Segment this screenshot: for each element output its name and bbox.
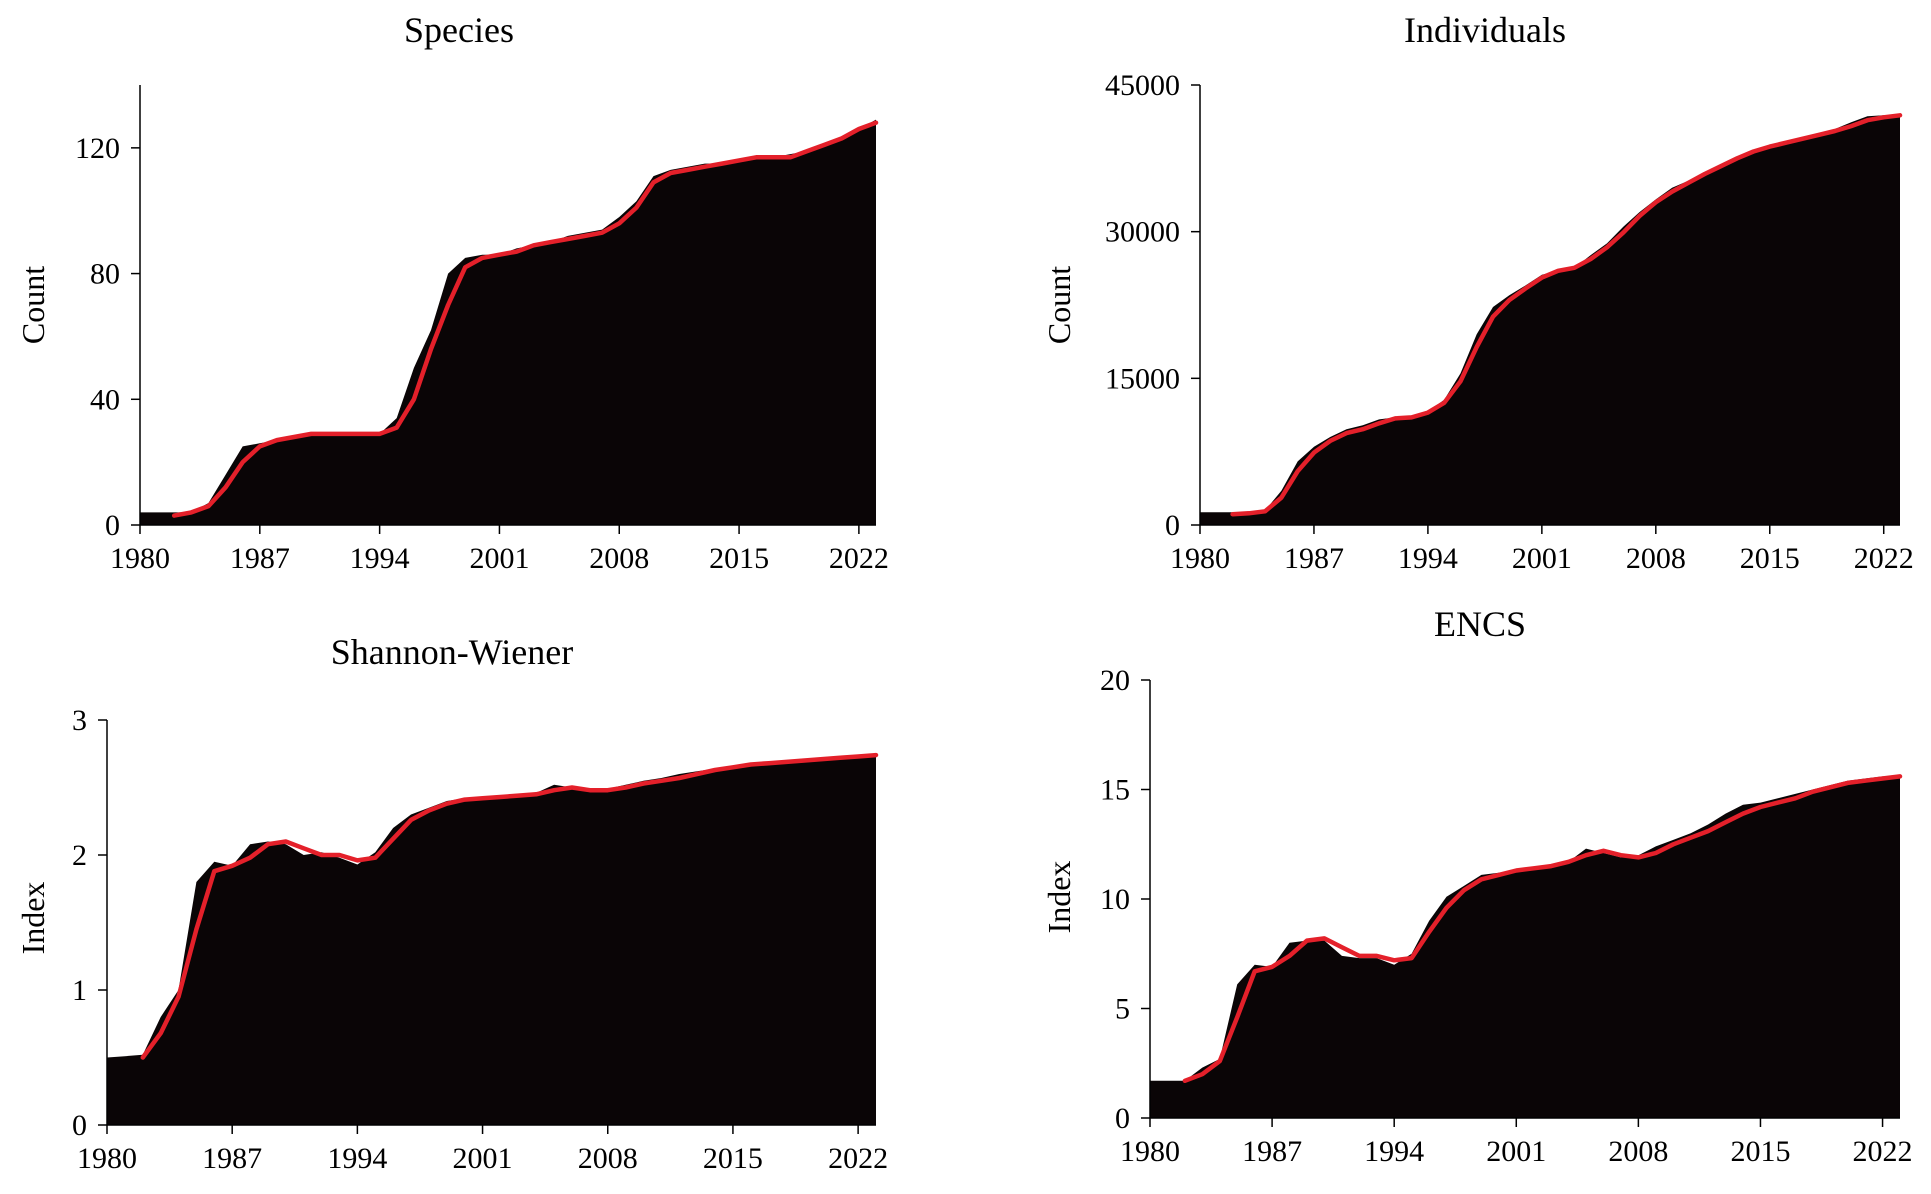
individuals-x-tick-label: 1987 bbox=[1284, 542, 1344, 575]
individuals-y-axis-label: Count bbox=[1041, 266, 1077, 344]
shannon-wiener-trend-line-path bbox=[140, 752, 879, 1060]
shannon-wiener-area-fill bbox=[107, 755, 876, 1125]
encs-chart-title: ENCS bbox=[1434, 604, 1526, 644]
species-x-tick-label: 1980 bbox=[110, 542, 170, 575]
encs-x-tick-label: 2022 bbox=[1853, 1135, 1913, 1168]
shannon-wiener-x-tick-label: 1980 bbox=[77, 1142, 137, 1175]
species-x-tick-label: 1994 bbox=[350, 542, 410, 575]
shannon-wiener-y-tick-label: 3 bbox=[72, 704, 87, 737]
species-x-tick-label: 2001 bbox=[469, 542, 529, 575]
species-y-tick-label: 0 bbox=[105, 509, 120, 542]
shannon-wiener-y-axis-label: Index bbox=[15, 882, 51, 955]
individuals-area bbox=[1200, 114, 1900, 526]
species-y-tick-label: 80 bbox=[90, 258, 120, 291]
species-x-tick-label: 2022 bbox=[829, 542, 889, 575]
individuals-trend-line bbox=[1230, 113, 1903, 517]
individuals-y-tick-label: 30000 bbox=[1105, 216, 1180, 249]
encs-area bbox=[1150, 776, 1900, 1118]
species-chart: Species Count 1980 1987 1994 2001 2008 2015 20… bbox=[15, 10, 889, 575]
shannon-wiener-chart: Shannon-Wiener Index 1980 1987 1994 2001 200… bbox=[15, 632, 888, 1175]
encs-chart: ENCS Index 1980 1987 1994 2001 2008 2015 20220… bbox=[1041, 604, 1913, 1168]
individuals-area-fill bbox=[1200, 114, 1900, 526]
species-axes: 1980 1987 1994 2001 2008 2015 2022 0 40 80 120 bbox=[75, 85, 889, 575]
encs-trend-line-path bbox=[1182, 774, 1903, 1084]
individuals-chart: Individuals Count 1980 1987 1994 2001 2008 20… bbox=[1041, 10, 1914, 575]
shannon-wiener-x-tick-label: 2008 bbox=[578, 1142, 638, 1175]
shannon-wiener-x-tick-label: 1987 bbox=[202, 1142, 262, 1175]
encs-x-tick-label: 1994 bbox=[1364, 1135, 1424, 1168]
encs-x-tick-label: 2008 bbox=[1608, 1135, 1668, 1168]
encs-y-tick-label: 0 bbox=[1115, 1102, 1130, 1135]
individuals-x-tick-label: 1980 bbox=[1170, 542, 1230, 575]
encs-area-fill bbox=[1150, 776, 1900, 1118]
shannon-wiener-area bbox=[107, 755, 876, 1125]
encs-x-tick-label: 1980 bbox=[1120, 1135, 1180, 1168]
species-chart-title: Species bbox=[404, 10, 514, 50]
encs-x-tick-label: 2015 bbox=[1730, 1135, 1790, 1168]
species-x-tick-label: 2008 bbox=[589, 542, 649, 575]
species-x-tick-label: 1987 bbox=[230, 542, 290, 575]
encs-trend-line bbox=[1182, 774, 1903, 1084]
species-y-axis-label: Count bbox=[15, 266, 51, 344]
shannon-wiener-y-tick-label: 2 bbox=[72, 839, 87, 872]
shannon-wiener-x-tick-label: 1994 bbox=[327, 1142, 387, 1175]
shannon-wiener-chart-title: Shannon-Wiener bbox=[331, 632, 573, 672]
shannon-wiener-x-tick-label: 2022 bbox=[828, 1142, 888, 1175]
species-trend-line-path bbox=[171, 120, 879, 518]
individuals-x-tick-label: 2001 bbox=[1512, 542, 1572, 575]
individuals-trend-line-path bbox=[1230, 113, 1903, 517]
encs-y-tick-label: 15 bbox=[1100, 774, 1130, 807]
species-area-fill bbox=[140, 119, 876, 525]
encs-y-axis-label: Index bbox=[1041, 861, 1077, 934]
encs-y-tick-label: 5 bbox=[1115, 993, 1130, 1026]
species-area bbox=[140, 119, 876, 525]
individuals-x-tick-label: 2022 bbox=[1854, 542, 1914, 575]
encs-axes: 1980 1987 1994 2001 2008 2015 2022 0 5 10 15 20 bbox=[1100, 664, 1913, 1168]
species-y-tick-label: 40 bbox=[90, 383, 120, 416]
species-y-tick-label: 120 bbox=[75, 132, 120, 165]
individuals-x-tick-label: 2015 bbox=[1740, 542, 1800, 575]
encs-x-tick-label: 2001 bbox=[1486, 1135, 1546, 1168]
individuals-x-tick-label: 1994 bbox=[1398, 542, 1458, 575]
individuals-y-tick-label: 45000 bbox=[1105, 69, 1180, 102]
species-trend-line bbox=[171, 120, 879, 518]
individuals-y-tick-label: 15000 bbox=[1105, 362, 1180, 395]
individuals-y-tick-label: 0 bbox=[1165, 509, 1180, 542]
shannon-wiener-x-tick-label: 2001 bbox=[453, 1142, 513, 1175]
individuals-axes: 1980 1987 1994 2001 2008 2015 2022 0 15000 30000 4… bbox=[1105, 69, 1914, 575]
shannon-wiener-y-tick-label: 1 bbox=[72, 974, 87, 1007]
shannon-wiener-trend-line bbox=[140, 752, 879, 1060]
species-x-tick-label: 2015 bbox=[709, 542, 769, 575]
encs-y-tick-label: 20 bbox=[1100, 664, 1130, 697]
individuals-x-tick-label: 2008 bbox=[1626, 542, 1686, 575]
individuals-chart-title: Individuals bbox=[1404, 10, 1566, 50]
encs-x-tick-label: 1987 bbox=[1242, 1135, 1302, 1168]
encs-y-tick-label: 10 bbox=[1100, 883, 1130, 916]
shannon-wiener-y-tick-label: 0 bbox=[72, 1109, 87, 1142]
shannon-wiener-axes: 1980 1987 1994 2001 2008 2015 2022 0 1 2 3 bbox=[72, 704, 888, 1175]
shannon-wiener-x-tick-label: 2015 bbox=[703, 1142, 763, 1175]
